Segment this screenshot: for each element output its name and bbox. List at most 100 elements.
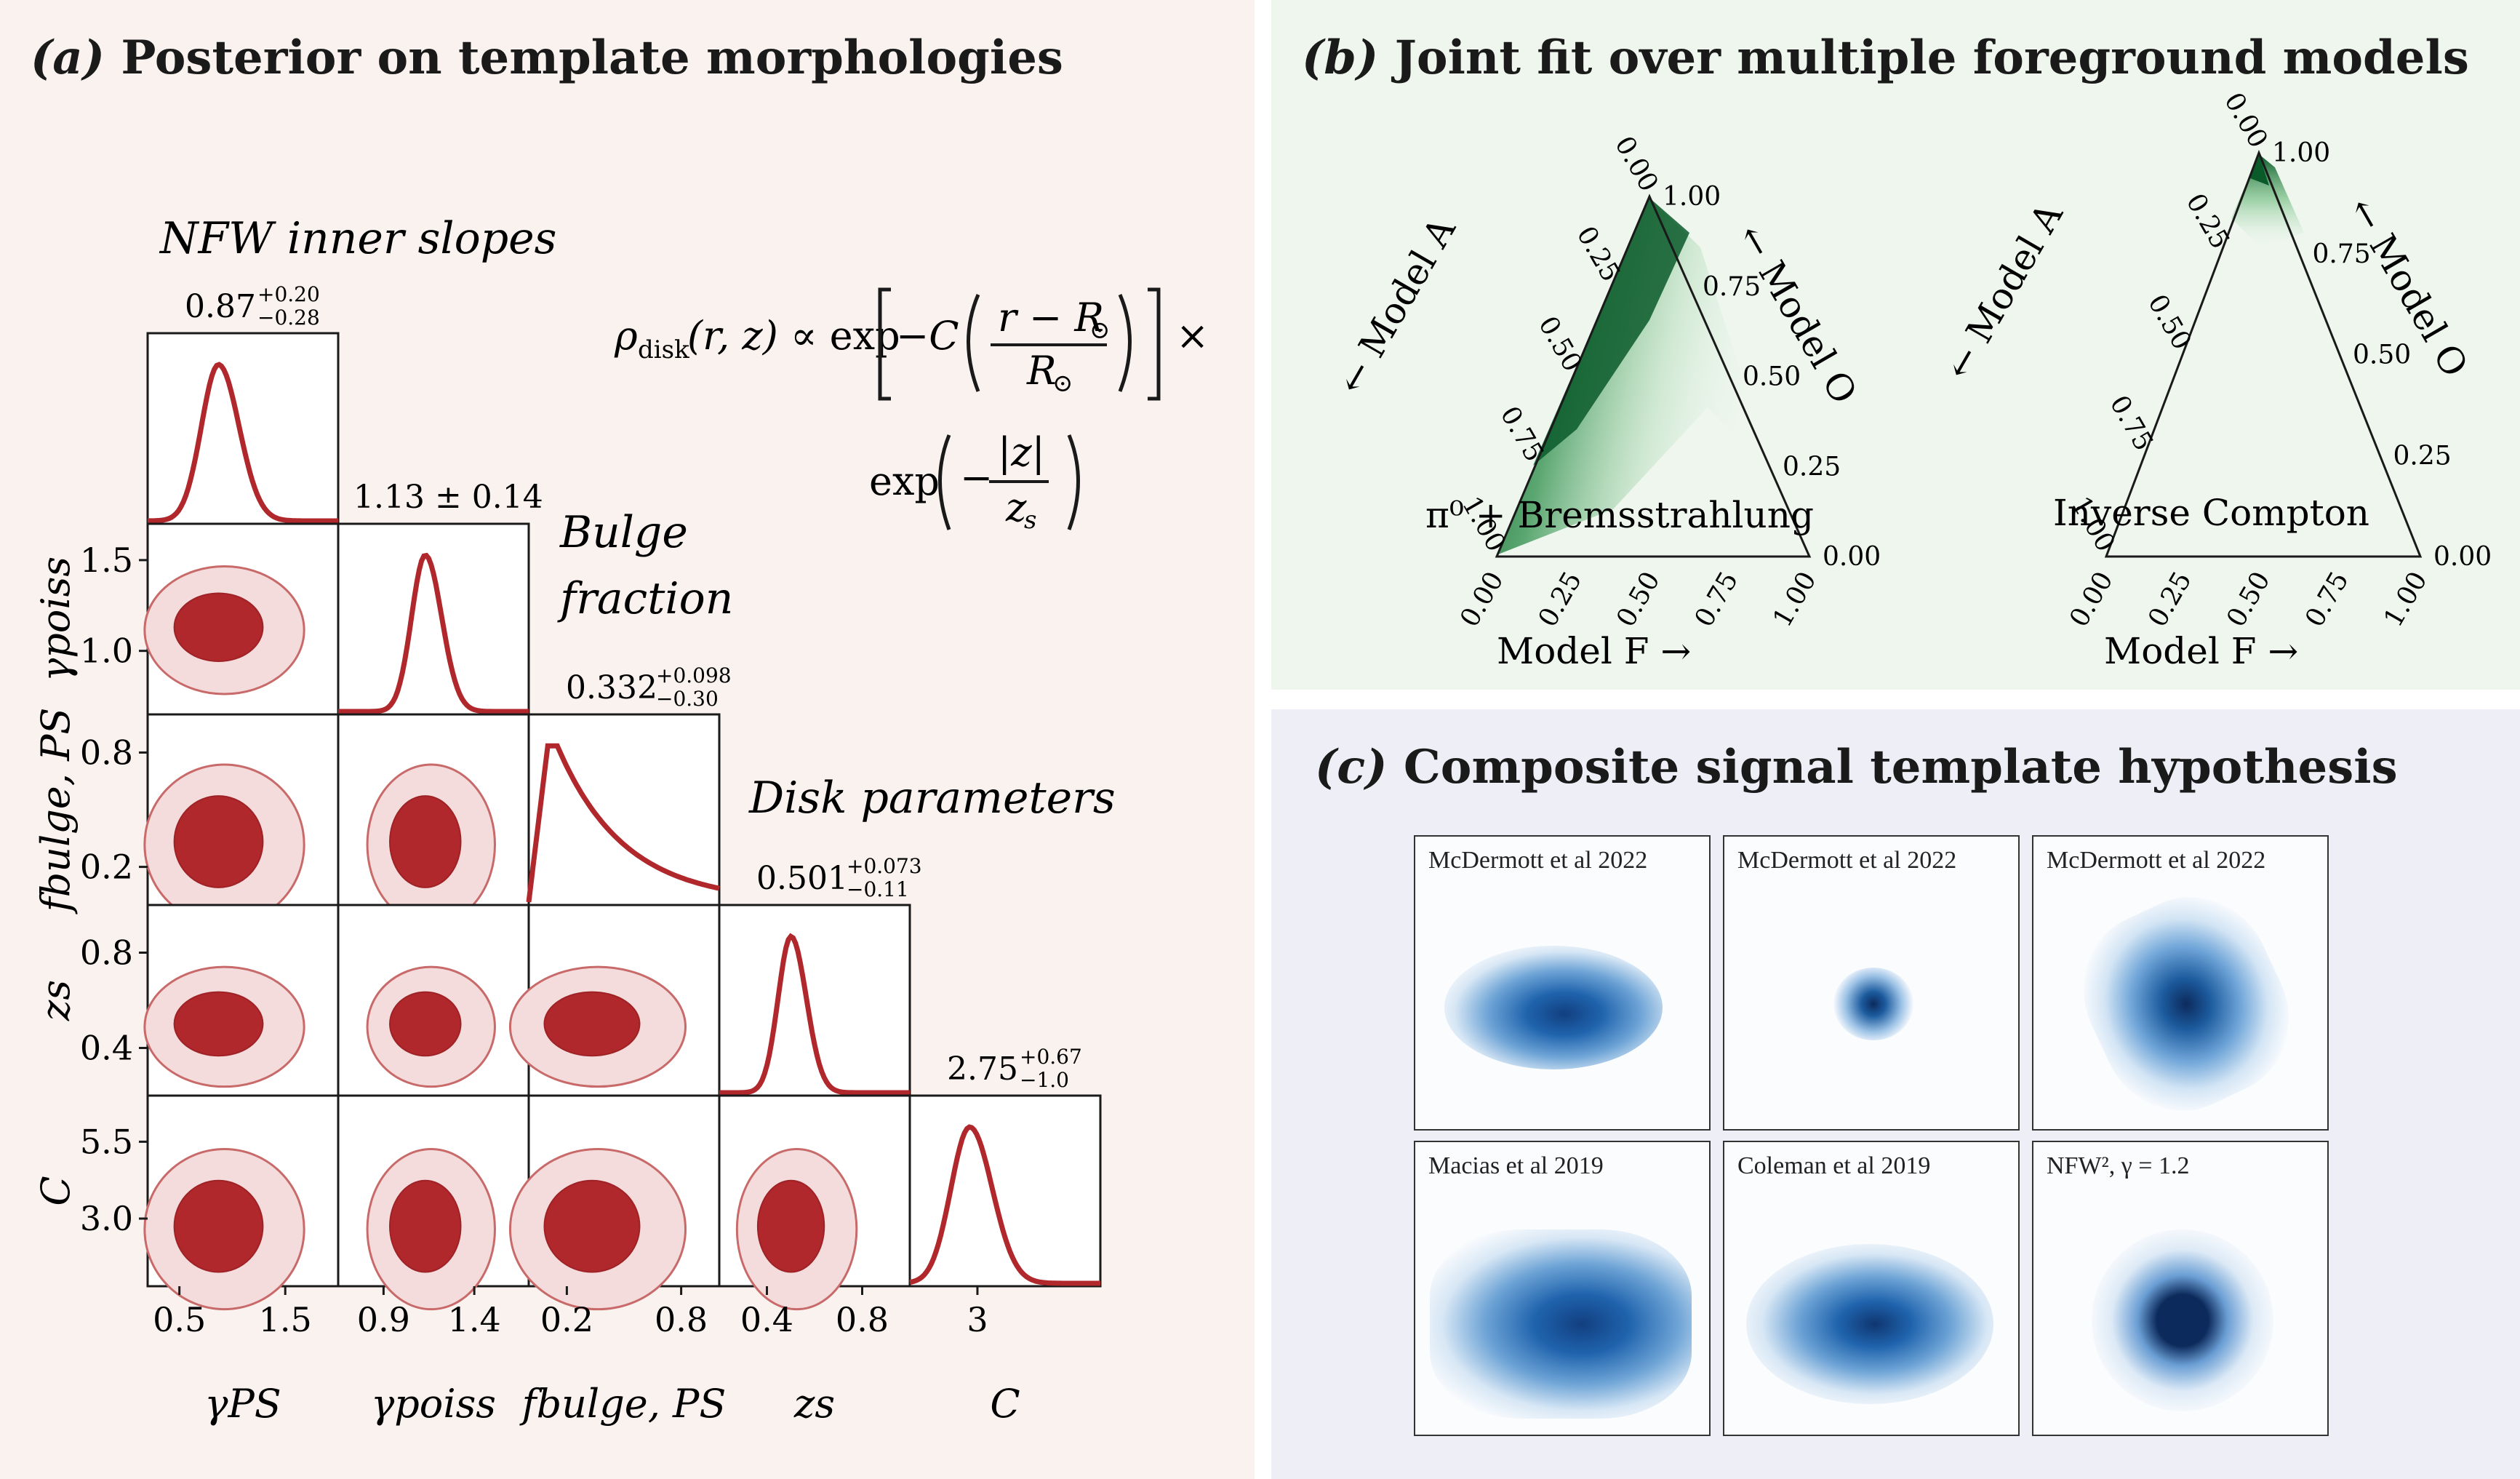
marginal-stat: 1.13 ± 0.14: [353, 479, 543, 516]
contour-inner: [173, 991, 264, 1057]
ternary-tick-o: 0.00: [2433, 542, 2492, 572]
svg-text:⊙: ⊙: [1052, 369, 1073, 398]
marginal-curve: [147, 362, 338, 524]
ternary-tick-o: 0.25: [1783, 452, 1841, 482]
panel-a: (a) Posterior on template morphologies 0…: [0, 0, 1255, 1479]
ternary-frame: [1495, 194, 1812, 558]
ternary-tick-o: 0.75: [1703, 272, 1761, 302]
template-image-2: McDermott et al 2022: [1723, 835, 2020, 1131]
panel-c: (c) Composite signal template hypothesis…: [1271, 709, 2520, 1479]
svg-text:−C: −C: [896, 313, 959, 359]
ternary-density-core: [1533, 198, 1689, 466]
marginal-stat: 0.332: [566, 669, 657, 706]
ternary-tick-f: 0.75: [2300, 567, 2355, 632]
ternary-tick-f: 0.75: [1689, 567, 1745, 632]
contour-inner: [173, 795, 264, 888]
y-tick-label: 1.5: [80, 541, 133, 580]
template-image-3: McDermott et al 2022: [2032, 835, 2329, 1131]
contour-inner: [173, 1179, 264, 1273]
x-tick-label: 1.5: [259, 1300, 312, 1339]
ternary-tick-f: 0.25: [1533, 567, 1588, 632]
ternary-density: [2231, 154, 2304, 247]
panel-a-title: (a) Posterior on template morphologies: [31, 31, 1063, 85]
ternary-tick-o: 0.75: [2313, 239, 2371, 269]
y-tick-label: 3.0: [80, 1199, 133, 1238]
panel-b-title: (b) Joint fit over multiple foreground m…: [1302, 31, 2469, 85]
section-bulge-2: fraction: [557, 573, 733, 624]
marginal-stat-sup: +0.098: [656, 663, 732, 687]
ternary-tick-f: 0.00: [2064, 567, 2119, 632]
axis-f-right: Model F →: [2104, 630, 2298, 672]
section-nfw: NFW inner slopes: [159, 213, 556, 264]
corner-cell: [718, 904, 911, 1097]
svg-text:R: R: [1026, 348, 1057, 394]
y-tick-label: 0.8: [80, 933, 133, 973]
y-tick-label: 0.4: [80, 1029, 133, 1068]
x-tick-label: 0.9: [357, 1300, 410, 1339]
corner-cell: [527, 713, 721, 906]
ternary-tick-o: 0.50: [2353, 340, 2411, 370]
x-axis-label: fbulge, PS: [519, 1381, 727, 1427]
ternary-tick-o: 0.50: [1743, 362, 1801, 392]
panel-b: (b) Joint fit over multiple foreground m…: [1271, 0, 2520, 690]
contour-inner: [543, 1179, 641, 1273]
y-tick-label: 0.2: [80, 848, 133, 887]
ternary-tick-a: 0.75: [2104, 391, 2159, 456]
x-axis-label: γpoiss: [371, 1381, 496, 1427]
marginal-stat-sub: −0.11: [847, 877, 909, 901]
x-axis-label: γPS: [204, 1381, 281, 1427]
marginal-stat: 2.75: [947, 1051, 1018, 1088]
svg-text:−: −: [960, 455, 993, 501]
x-tick-label: 3: [967, 1300, 988, 1339]
ternary-tick-o: 0.00: [1823, 542, 1881, 572]
x-tick-label: 1.4: [448, 1300, 501, 1339]
marginal-stat-sub: −0.28: [257, 306, 320, 330]
contour-inner: [389, 991, 462, 1057]
svg-text:|z|: |z|: [998, 429, 1045, 475]
axis-a-left: ← Model A: [1329, 210, 1464, 401]
svg-text:z: z: [1005, 485, 1027, 530]
ternary-frame: [2104, 149, 2423, 558]
template-caption: NFW², γ = 1.2: [2047, 1152, 2190, 1179]
svg-text:×: ×: [1176, 313, 1209, 359]
x-tick-label: 0.2: [540, 1300, 593, 1339]
ternary-plots: 0.00 0.00 0.00 0.25 0.25 0.25 0.50 0.50 0.50 0.75…: [1329, 88, 2492, 672]
ternary-left-label: π⁰ + Bremsstrahlung: [1425, 494, 1814, 536]
svg-text:ρ: ρ: [614, 313, 638, 359]
ternary-tick-f: 0.25: [2143, 567, 2198, 632]
x-tick-label: 0.5: [153, 1300, 206, 1339]
section-disk: Disk parameters: [748, 773, 1116, 824]
template-caption: McDermott et al 2022: [1737, 847, 1957, 874]
template-caption: McDermott et al 2022: [1428, 847, 1648, 874]
marginal-stat-sub: −1.0: [1020, 1068, 1069, 1092]
contour-inner: [389, 1179, 462, 1273]
ternary-tick-o: 1.00: [1663, 182, 1721, 212]
ternary-tick-a: 0.50: [2142, 290, 2197, 355]
ternary-density-core: [2250, 154, 2269, 186]
template-image-4: Macias et al 2019: [1414, 1141, 1711, 1436]
marginal-stat-sup: +0.073: [847, 854, 922, 878]
marginal-curve: [338, 552, 529, 714]
corner-plot: 0.87 +0.20−0.28 1.13 ± 0.14 0.332+0.098−0.3…: [33, 213, 1209, 1427]
svg-text:exp: exp: [869, 458, 940, 504]
svg-text:(r, z) ∝ exp: (r, z) ∝ exp: [687, 313, 900, 359]
svg-text:⊙: ⊙: [1089, 316, 1111, 345]
ternary-tick-a: 0.25: [2180, 188, 2236, 254]
template-image-5: Coleman et al 2019: [1723, 1141, 2020, 1436]
x-tick-label: 0.4: [740, 1300, 793, 1339]
marginal-stat-sup: +0.20: [257, 282, 320, 306]
y-axis-label: C: [33, 1176, 79, 1205]
y-tick-label: 0.8: [80, 733, 133, 772]
y-axis-label: γpoiss: [33, 557, 79, 682]
contour-inner: [389, 795, 462, 888]
corner-cell: [337, 522, 530, 716]
marginal-stat: 0.501: [756, 860, 848, 897]
marginal-curve: [909, 1124, 1100, 1286]
y-axis-label: zs: [33, 980, 79, 1021]
svg-text:r − R: r − R: [998, 295, 1104, 340]
y-tick-label: 1.0: [80, 631, 133, 671]
ternary-tick-o: 0.25: [2393, 441, 2452, 471]
template-image-1: McDermott et al 2022: [1414, 835, 1711, 1131]
template-caption: Coleman et al 2019: [1737, 1152, 1931, 1179]
marginal-stat: 0.87: [185, 288, 256, 325]
